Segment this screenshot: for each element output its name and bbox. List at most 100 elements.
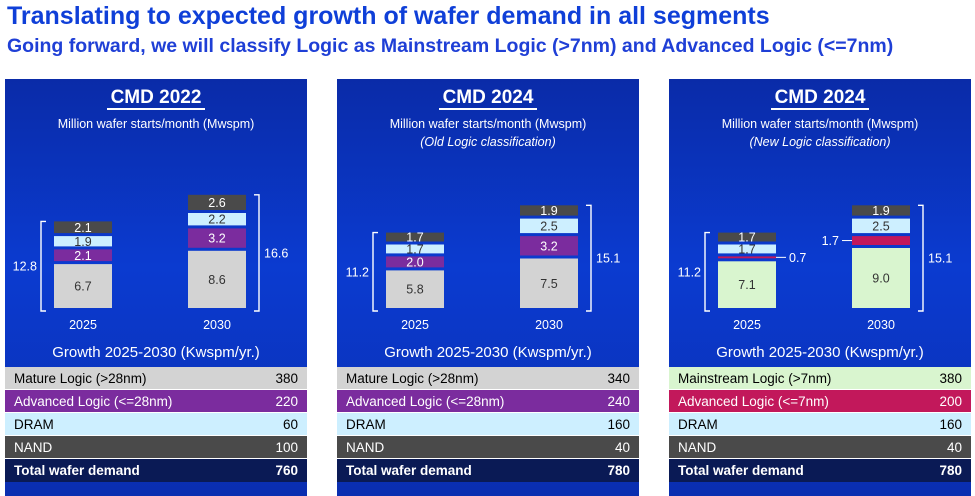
row-label: Mature Logic (>28nm): [14, 370, 147, 386]
category-label: 2030: [203, 318, 231, 332]
table-row-total: Total wafer demand 780: [669, 459, 971, 482]
category-label: 2025: [69, 318, 97, 332]
bar-segment: [386, 256, 444, 268]
bar-segment: [852, 218, 910, 234]
row-value: 760: [275, 463, 298, 478]
row-label: Total wafer demand: [346, 463, 472, 478]
panel-cmd-2024-new: CMD 2024 Million wafer starts/month (Mws…: [669, 79, 971, 496]
bar-segment: [54, 249, 112, 262]
row-value: 220: [275, 393, 298, 409]
table-row-advanced-logic: Advanced Logic (<=28nm) 220: [5, 390, 307, 413]
bar-segment: [188, 250, 246, 308]
bar-value-label: 9.0: [872, 272, 889, 286]
bar-segment: [54, 221, 112, 234]
row-value: 60: [282, 416, 298, 432]
bar-value-label: 7.1: [738, 278, 755, 292]
row-value: 340: [607, 370, 630, 386]
bar-value-label: 2.1: [74, 249, 91, 263]
bar-segment: [386, 232, 444, 242]
bar-value-label: 8.6: [208, 273, 225, 287]
category-label: 2030: [867, 318, 895, 332]
bar-value-label: 6.7: [74, 280, 91, 294]
row-value: 380: [275, 370, 298, 386]
table-row-advanced-logic: Advanced Logic (<=28nm) 240: [337, 390, 639, 413]
bar-value-label: 2.5: [540, 219, 557, 233]
row-value: 380: [939, 370, 962, 386]
row-value: 200: [939, 393, 962, 409]
row-label: Total wafer demand: [678, 463, 804, 478]
row-label: Advanced Logic (<=28nm): [14, 393, 173, 409]
bar-value-label: 5.8: [406, 283, 423, 297]
bar-value-label: 1.7: [406, 231, 423, 245]
bar-value-label: 2.2: [208, 213, 225, 227]
panel-note: (Old Logic classification): [420, 135, 556, 149]
total-bracket: [40, 220, 46, 312]
row-label: Advanced Logic (<=28nm): [346, 393, 505, 409]
table-row-advanced-logic: Advanced Logic (<=7nm) 200: [669, 390, 971, 413]
bar-value-label: 1.7: [738, 231, 755, 245]
panel-note: (New Logic classification): [749, 135, 891, 149]
page-subtitle: Going forward, we will classify Logic as…: [7, 35, 894, 57]
bar-value-label: 1.9: [74, 235, 91, 249]
panel-heading: CMD 2022: [106, 87, 206, 110]
growth-title: Growth 2025-2030 (Kwspm/yr.): [52, 344, 260, 361]
panel-cmd-2024-old: CMD 2024 Million wafer starts/month (Mws…: [337, 79, 639, 496]
table-row-nand: NAND 40: [669, 436, 971, 459]
bar-segment: [520, 218, 578, 234]
bar-value-label: 0.7: [789, 251, 806, 265]
table-row-mainstream-logic: Mainstream Logic (>7nm) 380: [669, 367, 971, 390]
row-label: DRAM: [678, 416, 718, 432]
bar-segment: [718, 232, 776, 242]
stacked-bar-chart: 6.7 2.11.92.1 2025 12.8 8.6 3.2 2.2 2.6 2030 16.6: [13, 194, 288, 332]
row-value: 160: [607, 416, 630, 432]
bar-value-label: 1.7: [738, 242, 755, 256]
bar-value-label: 1.7: [822, 234, 839, 248]
panel-heading: CMD 2024: [438, 87, 538, 110]
row-value: 780: [939, 463, 962, 478]
bar-segment: [54, 264, 112, 308]
page-title: Translating to expected growth of wafer …: [7, 2, 770, 30]
bar-value-label: 3.2: [540, 239, 557, 253]
growth-title: Growth 2025-2030 (Kwspm/yr.): [384, 344, 592, 361]
bar-value-label: 2.1: [74, 221, 91, 235]
table-row-mature-logic: Mature Logic (>28nm) 380: [5, 367, 307, 390]
bar-value-label: 1.9: [540, 204, 557, 218]
table-row-mature-logic: Mature Logic (>28nm) 340: [337, 367, 639, 390]
bar-segment: [520, 258, 578, 308]
table-row-total: Total wafer demand 760: [5, 459, 307, 482]
total-label: 11.2: [678, 265, 701, 279]
total-bracket: [372, 231, 378, 312]
bar-segment: [718, 244, 776, 254]
bar-value-label: 2.6: [208, 196, 225, 210]
total-label: 12.8: [13, 260, 37, 274]
table-row-nand: NAND 100: [5, 436, 307, 459]
bar-segment: [386, 270, 444, 308]
bar-segment: [718, 256, 776, 259]
row-label: Advanced Logic (<=7nm): [678, 393, 829, 409]
table-row-total: Total wafer demand 780: [337, 459, 639, 482]
total-bracket: [704, 231, 710, 312]
row-value: 40: [614, 439, 630, 455]
growth-title: Growth 2025-2030 (Kwspm/yr.): [716, 344, 924, 361]
growth-table: Mature Logic (>28nm) 380 Advanced Logic …: [5, 367, 307, 482]
total-label: 16.6: [264, 246, 288, 260]
row-label: NAND: [14, 439, 53, 455]
bar-segment: [188, 228, 246, 248]
bar-segment: [54, 236, 112, 247]
bar-segment: [852, 205, 910, 216]
bar-value-label: 2.0: [406, 255, 423, 269]
row-value: 100: [275, 439, 298, 455]
panel-heading: CMD 2024: [770, 87, 870, 110]
bar-value-label: 7.5: [540, 277, 557, 291]
bar-value-label: 2.5: [872, 219, 889, 233]
panel-cmd-2022: CMD 2022 Million wafer starts/month (Mws…: [5, 79, 307, 496]
total-bracket: [918, 204, 924, 312]
growth-table: Mature Logic (>28nm) 340 Advanced Logic …: [337, 367, 639, 482]
total-label: 15.1: [928, 252, 952, 266]
row-label: NAND: [678, 439, 717, 455]
panel-unit: Million wafer starts/month (Mwspm): [57, 117, 255, 131]
panel-unit: Million wafer starts/month (Mwspm): [389, 117, 587, 131]
category-label: 2025: [401, 318, 429, 332]
